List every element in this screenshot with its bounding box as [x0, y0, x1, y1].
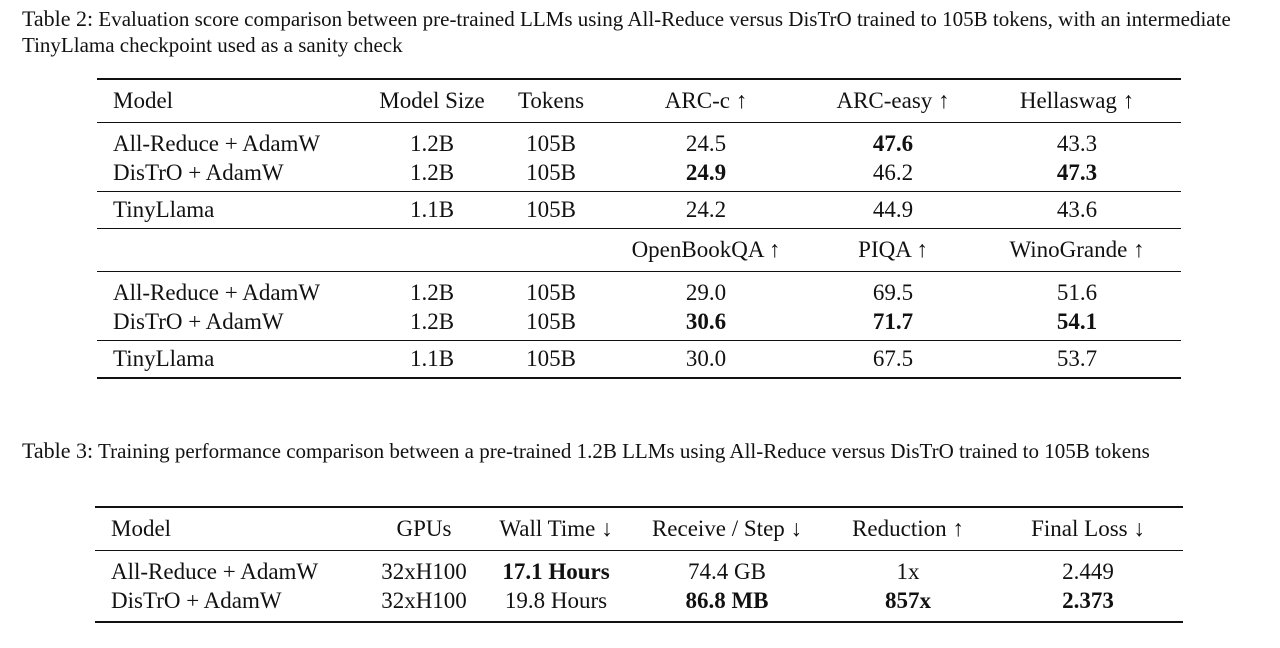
table-row: TinyLlama 1.1B 105B 24.2 44.9 43.6: [97, 191, 1181, 229]
table2: Model Model Size Tokens ARC-c ↑ ARC-easy…: [97, 78, 1181, 379]
table-cell: 105B: [503, 271, 599, 307]
header-cell-empty: [97, 228, 361, 272]
table2-header-row-2: OpenBookQA ↑ PIQA ↑ WinoGrande ↑: [97, 228, 1181, 272]
table-cell: 2.449: [1062, 559, 1114, 584]
header-cell-arc-c: ARC-c ↑: [664, 88, 748, 113]
table-cell: 17.1 Hours: [502, 559, 610, 584]
table3-caption-label: Table 3:: [22, 438, 94, 463]
table-cell: 29.0: [599, 271, 813, 307]
table-cell: 74.4 GB: [688, 559, 766, 584]
table2-header-row: Model Model Size Tokens ARC-c ↑ ARC-easy…: [97, 79, 1181, 123]
table-cell: 857x: [885, 588, 931, 613]
table-cell: All-Reduce + AdamW: [97, 122, 361, 158]
table-cell: 47.3: [1056, 160, 1098, 185]
table-cell: 1.2B: [409, 309, 455, 334]
header-cell-hellaswag: Hellaswag ↑: [1019, 88, 1135, 113]
table-cell: 2.373: [1062, 588, 1114, 613]
table-cell: 32xH100: [381, 588, 467, 613]
table-cell: All-Reduce + AdamW: [111, 559, 319, 584]
table2-caption-label: Table 2:: [22, 6, 94, 31]
table-row: TinyLlama 1.1B 105B 30.0 67.5 53.7: [97, 340, 1181, 378]
table-cell: 105B: [526, 309, 576, 334]
table-cell: 105B: [503, 122, 599, 158]
table-cell: 86.8 MB: [685, 588, 769, 613]
header-cell-empty: [503, 228, 599, 272]
table-cell: 71.7: [872, 309, 914, 334]
table-cell: 105B: [526, 160, 576, 185]
table3: Model GPUs Wall Time ↓ Receive / Step ↓ …: [95, 506, 1183, 623]
table-row: DisTrO + AdamW 1.2B 105B 30.6 71.7 54.1: [97, 307, 1181, 341]
table-cell: 1.2B: [409, 160, 455, 185]
table-row: DisTrO + AdamW 1.2B 105B 24.9 46.2 47.3: [97, 158, 1181, 192]
header-cell-tokens: Tokens: [517, 88, 585, 113]
table2-caption-text: Evaluation score comparison between pre-…: [22, 7, 1231, 57]
header-cell-final-loss: Final Loss ↓: [993, 507, 1183, 551]
table-row: All-Reduce + AdamW 1.2B 105B 24.5 47.6 4…: [97, 122, 1181, 158]
table-cell: DisTrO + AdamW: [113, 309, 284, 334]
header-cell-openbookqa: OpenBookQA ↑: [599, 228, 813, 272]
table3-caption: Table 3: Training performance comparison…: [22, 438, 1267, 464]
header-cell-model: Model: [113, 88, 174, 113]
table-cell: 51.6: [973, 271, 1181, 307]
header-cell-wall-time: Wall Time ↓: [481, 507, 631, 551]
table-cell: DisTrO + AdamW: [113, 160, 284, 185]
table-cell: 1.2B: [361, 271, 503, 307]
table-cell: 30.6: [685, 309, 727, 334]
header-cell-receive-step: Receive / Step ↓: [631, 507, 823, 551]
header-cell-reduction: Reduction ↑: [823, 507, 993, 551]
table-cell: DisTrO + AdamW: [111, 588, 282, 613]
table3-caption-text: Training performance comparison between …: [98, 439, 1150, 463]
header-cell-winogrande: WinoGrande ↑: [973, 228, 1181, 272]
table-cell: 54.1: [1056, 309, 1098, 334]
table-cell: 105B: [503, 191, 599, 229]
table-cell: 24.9: [685, 160, 727, 185]
header-cell-model-size: Model Size: [379, 88, 485, 113]
table-cell: 43.6: [973, 191, 1181, 229]
header-cell-arc-easy: ARC-easy ↑: [836, 88, 950, 113]
table-cell: 44.9: [813, 191, 973, 229]
table-cell: 47.6: [813, 122, 973, 158]
table-cell: 1x: [896, 559, 920, 584]
table2-caption: Table 2: Evaluation score comparison bet…: [22, 6, 1267, 58]
table-row: DisTrO + AdamW 32xH100 19.8 Hours 86.8 M…: [95, 586, 1183, 622]
table3-header-row: Model GPUs Wall Time ↓ Receive / Step ↓ …: [95, 507, 1183, 551]
header-cell-model: Model: [95, 507, 367, 551]
table-cell: 1.2B: [361, 122, 503, 158]
header-cell-gpus: GPUs: [367, 507, 481, 551]
table-cell: 30.0: [599, 340, 813, 378]
table-cell: 1.1B: [361, 340, 503, 378]
header-cell-piqa: PIQA ↑: [813, 228, 973, 272]
table-row: All-Reduce + AdamW 32xH100 17.1 Hours 74…: [95, 551, 1183, 587]
table-cell: 24.5: [599, 122, 813, 158]
table-cell: 19.8 Hours: [504, 588, 608, 613]
table-cell: 32xH100: [381, 559, 467, 584]
table-cell: 53.7: [973, 340, 1181, 378]
table-cell: 105B: [503, 340, 599, 378]
table-cell: 67.5: [813, 340, 973, 378]
table-cell: TinyLlama: [97, 340, 361, 378]
header-cell-empty: [361, 228, 503, 272]
table-cell: 69.5: [813, 271, 973, 307]
table-cell: 46.2: [872, 160, 914, 185]
table-cell: All-Reduce + AdamW: [97, 271, 361, 307]
table-row: All-Reduce + AdamW 1.2B 105B 29.0 69.5 5…: [97, 271, 1181, 307]
table-cell: 43.3: [973, 122, 1181, 158]
table-cell: 24.2: [599, 191, 813, 229]
table-cell: TinyLlama: [97, 191, 361, 229]
table-cell: 1.1B: [361, 191, 503, 229]
